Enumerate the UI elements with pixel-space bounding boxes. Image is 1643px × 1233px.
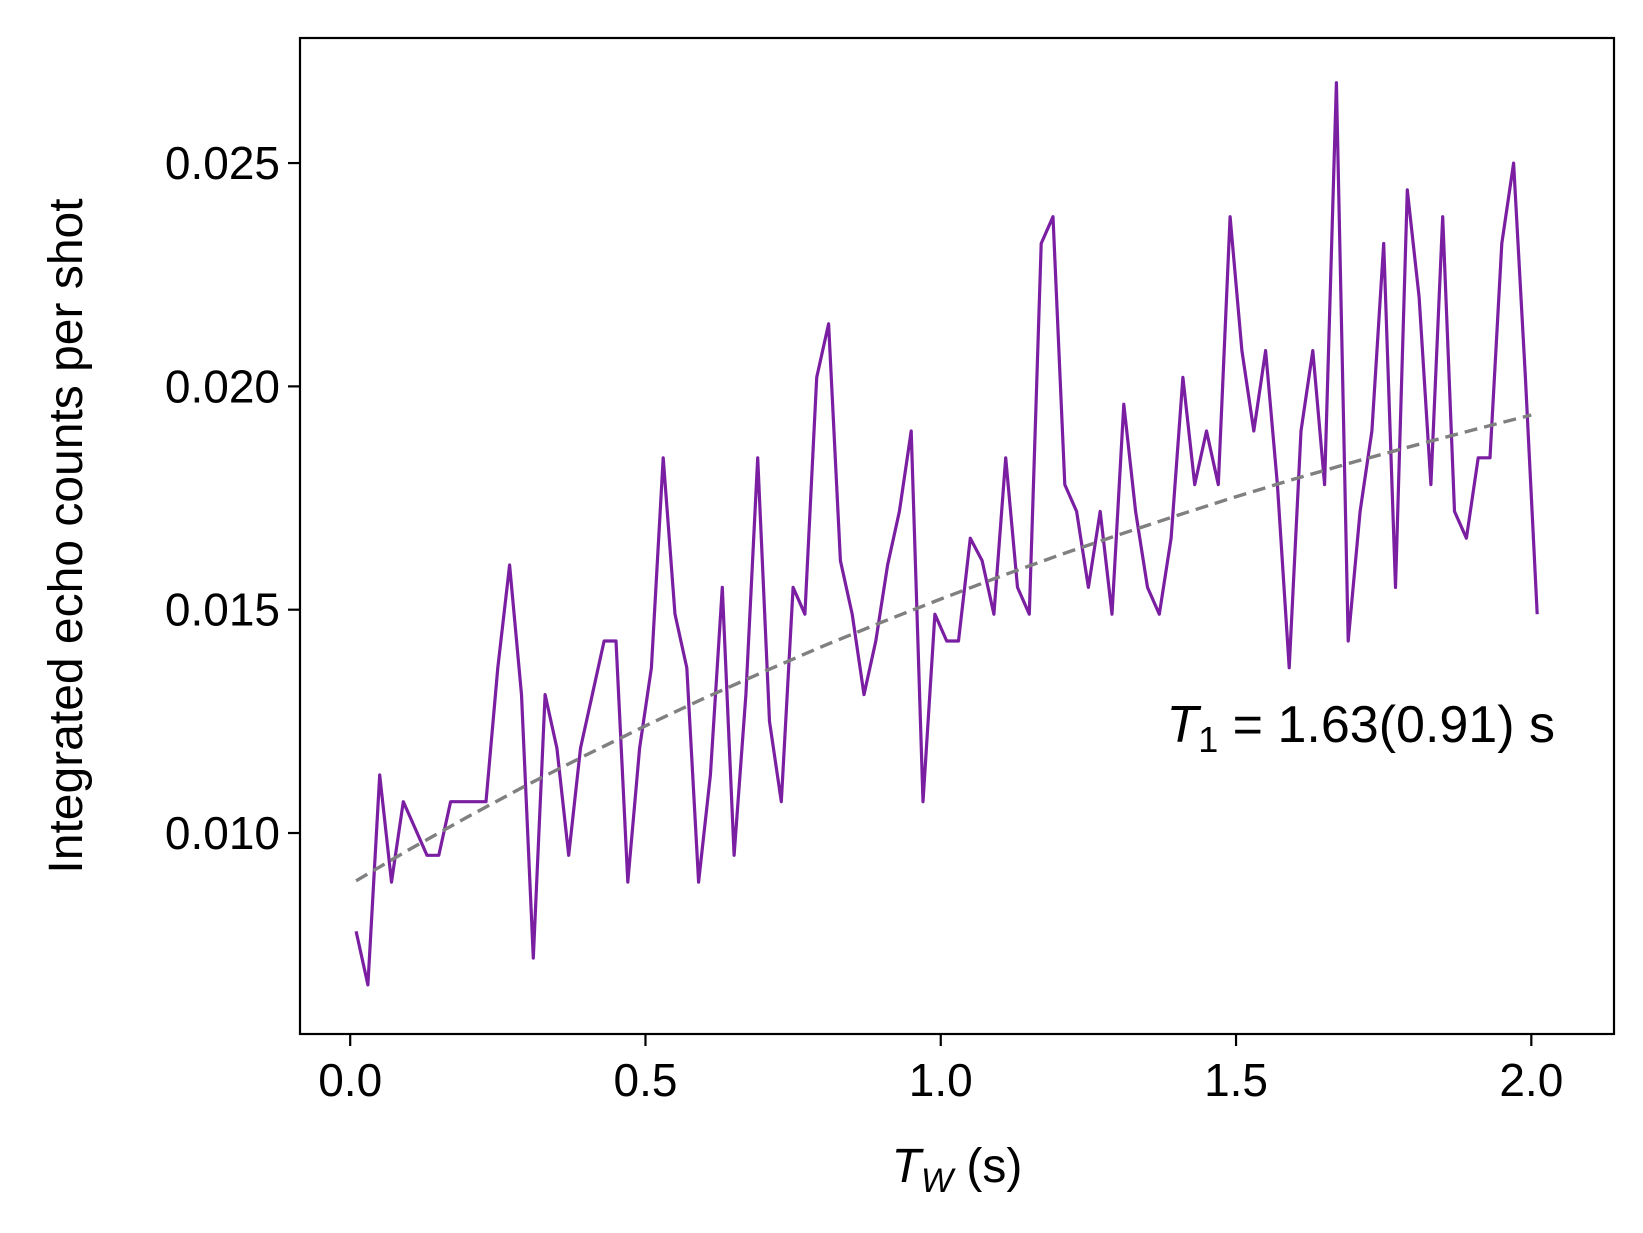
x-tick-label: 0.5 bbox=[614, 1054, 678, 1106]
annotation-symbol: T bbox=[1166, 696, 1201, 754]
x-tick-label: 0.0 bbox=[318, 1054, 382, 1106]
plot-area bbox=[300, 38, 1614, 1034]
y-tick-label: 0.020 bbox=[165, 360, 280, 412]
annotation-text: = 1.63(0.91) s bbox=[1218, 696, 1555, 754]
series-layer bbox=[354, 81, 1539, 987]
y-axis: 0.010 0.015 0.020 0.025 bbox=[165, 137, 300, 859]
y-axis-label: Integrated echo counts per shot bbox=[40, 198, 93, 873]
x-axis-label-symbol: T bbox=[892, 1140, 925, 1193]
fit-line bbox=[355, 413, 1532, 883]
x-tick-label: 2.0 bbox=[1499, 1054, 1563, 1106]
x-axis: 0.0 0.5 1.0 1.5 2.0 bbox=[318, 1034, 1563, 1106]
y-tick-label: 0.015 bbox=[165, 584, 280, 636]
x-tick-label: 1.5 bbox=[1204, 1054, 1268, 1106]
annotation-subscript: 1 bbox=[1198, 719, 1218, 760]
data-line bbox=[354, 81, 1539, 987]
x-axis-label: TW (s) bbox=[892, 1140, 1023, 1200]
x-axis-label-unit: (s) bbox=[953, 1140, 1022, 1193]
y-tick-label: 0.010 bbox=[165, 807, 280, 859]
x-axis-label-subscript: W bbox=[921, 1162, 956, 1200]
plot-frame bbox=[298, 36, 1616, 1036]
y-tick-label: 0.025 bbox=[165, 137, 280, 189]
fit-annotation: T1 = 1.63(0.91) s bbox=[1166, 696, 1555, 760]
x-tick-label: 1.0 bbox=[909, 1054, 973, 1106]
